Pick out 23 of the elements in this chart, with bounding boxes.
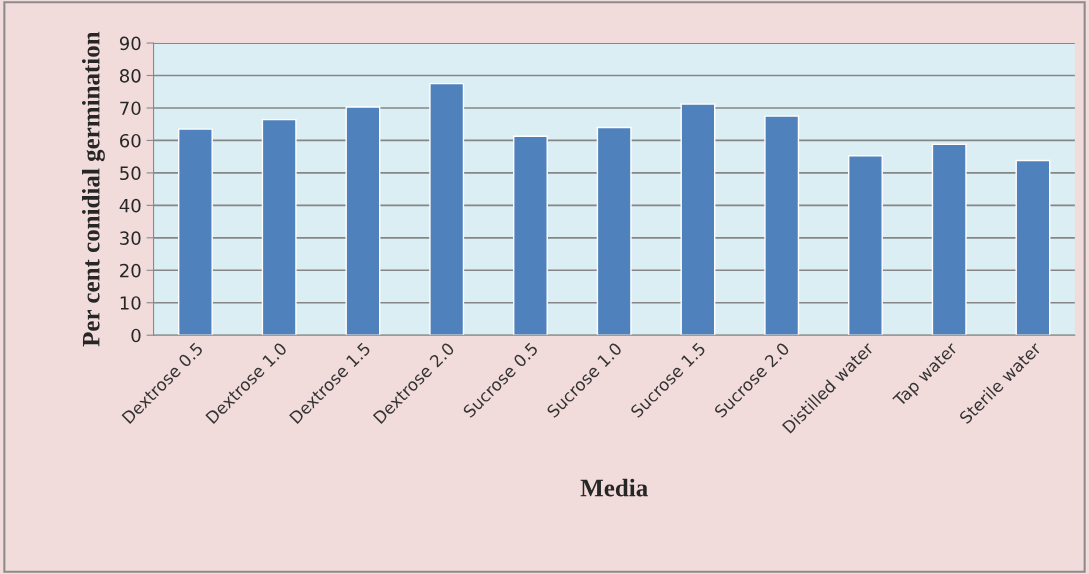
bar <box>512 135 548 336</box>
bar <box>848 155 883 336</box>
bar <box>345 106 381 336</box>
bar <box>1015 159 1051 336</box>
bar <box>261 118 297 336</box>
y-tick-label: 40 <box>119 198 141 213</box>
y-tick-label: 70 <box>120 101 141 116</box>
y-tick-label: 60 <box>120 133 141 148</box>
y-tick-label: 20 <box>120 263 141 278</box>
y-tick-label: 10 <box>120 296 141 310</box>
bar <box>177 128 213 336</box>
y-axis-title: Per cent conidial germination <box>82 31 105 347</box>
bar <box>931 143 967 336</box>
bar <box>680 103 716 336</box>
y-tick-label: 0 <box>131 328 141 343</box>
y-tick-label: 90 <box>119 36 141 51</box>
bar <box>596 126 632 336</box>
bar <box>764 115 800 336</box>
y-tick-label: 80 <box>119 68 141 83</box>
y-tick-label: 50 <box>120 166 141 181</box>
bar <box>429 82 465 336</box>
x-axis-title: Media <box>580 478 648 497</box>
y-tick-label: 30 <box>120 231 141 245</box>
